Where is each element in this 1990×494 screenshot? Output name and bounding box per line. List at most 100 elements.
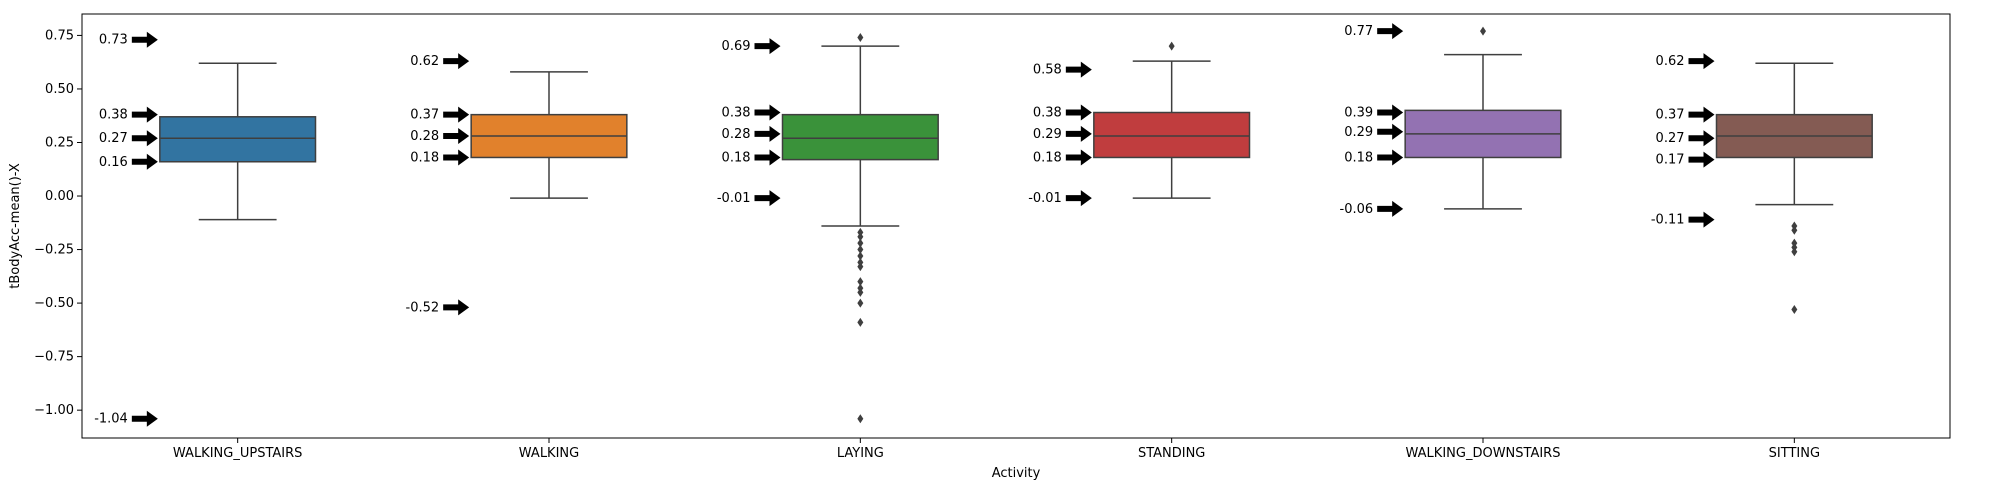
y-axis: 0.75 0.50 0.25 0.00 −0.25 −0.50 −0.75 −1.00 (34, 28, 82, 418)
annotation: 0.18 (1344, 149, 1404, 166)
y-tick-label: −0.25 (34, 243, 74, 258)
annotation-arrow (1065, 104, 1092, 121)
y-tick-label: 0.25 (45, 135, 74, 150)
annotation: 0.73 (99, 31, 158, 48)
outlier-point (857, 298, 864, 308)
annotation-arrow (1065, 190, 1092, 207)
outlier-point (857, 287, 864, 297)
annotation: 0.37 (1656, 106, 1715, 123)
annotation: 0.16 (99, 153, 158, 170)
annotation-label: 0.38 (722, 106, 751, 121)
box-group-standing: 0.58 0.38 0.29 0.18 -0.01 (1028, 41, 1251, 207)
annotation: 0.58 (1033, 61, 1092, 78)
outlier-point (857, 251, 864, 261)
annotation-arrow (1377, 123, 1404, 140)
outlier-point (1791, 305, 1798, 315)
annotation-label: -0.01 (1028, 191, 1062, 206)
annotation-label: 0.28 (410, 129, 439, 144)
annotation: 0.38 (1033, 104, 1092, 121)
annotation-arrow (443, 299, 470, 316)
annotation-arrow (1377, 200, 1404, 217)
annotation-label: 0.39 (1344, 106, 1373, 121)
annotation-label: 0.18 (722, 150, 751, 165)
annotation-arrow (1688, 53, 1715, 70)
annotation: 0.62 (1656, 53, 1715, 70)
annotation-label: 0.27 (99, 131, 128, 146)
y-tick-label: −0.75 (34, 350, 74, 365)
annotation: 0.38 (99, 106, 158, 123)
annotation: 0.17 (1656, 151, 1715, 168)
annotation-label: -0.06 (1340, 202, 1374, 217)
annotation-arrow (1065, 61, 1092, 78)
annotation-label: 0.37 (410, 108, 439, 123)
annotation: 0.62 (410, 53, 470, 70)
y-tick-label: 0.75 (45, 28, 74, 43)
annotation-label: 0.58 (1033, 63, 1062, 78)
x-tick-label: WALKING_UPSTAIRS (173, 446, 303, 461)
annotation-arrow (131, 153, 158, 170)
annotation-label: 0.27 (1656, 131, 1685, 146)
y-axis-label: tBodyAcc-mean()-X (8, 163, 23, 289)
annotation-arrow (754, 125, 781, 142)
outlier-point (1168, 41, 1175, 51)
annotation-label: 0.17 (1656, 153, 1685, 168)
annotation-label: 0.73 (99, 33, 128, 48)
annotation: 0.18 (722, 149, 781, 166)
annotation-arrow (754, 149, 781, 166)
annotation-label: 0.62 (410, 54, 439, 69)
annotation-arrow (1065, 125, 1092, 142)
annotation-arrow (131, 106, 158, 123)
outlier-point (857, 245, 864, 255)
outlier-point (857, 33, 864, 43)
x-tick-label: LAYING (837, 446, 884, 461)
outlier-point (857, 238, 864, 248)
outlier-point (1791, 247, 1798, 257)
annotation-arrow (131, 31, 158, 48)
annotation-arrow (1065, 149, 1092, 166)
annotation-label: -0.01 (717, 191, 751, 206)
box-iqr (159, 116, 317, 163)
x-tick-label: WALKING_DOWNSTAIRS (1406, 446, 1561, 461)
box-group-walking-upstairs: 0.73 0.38 0.27 0.16 -1.04 (94, 31, 317, 427)
annotation: -0.01 (1028, 190, 1092, 207)
annotation-arrow (443, 128, 470, 145)
annotation-label: -0.52 (406, 300, 440, 315)
plot-area: 0.73 0.38 0.27 0.16 -1.04 0.62 0.37 0.28 0.18 -0.… (94, 23, 1873, 427)
y-tick-label: 0.50 (45, 82, 74, 97)
box-group-sitting: 0.62 0.37 0.27 0.17 -0.11 (1651, 53, 1873, 315)
annotation: -0.06 (1340, 200, 1404, 217)
annotation-arrow (1377, 23, 1404, 40)
outlier-point (857, 277, 864, 287)
annotation: -0.52 (406, 299, 470, 316)
annotation-label: 0.29 (1033, 127, 1062, 142)
annotation-arrow (1688, 106, 1715, 123)
outlier-point (857, 317, 864, 327)
x-axis-label: Activity (992, 466, 1041, 481)
annotation-arrow (754, 190, 781, 207)
annotation-label: -0.11 (1651, 213, 1685, 228)
outlier-point (1791, 225, 1798, 235)
annotation-arrow (131, 130, 158, 147)
annotation: -0.01 (717, 190, 781, 207)
annotation: 0.77 (1344, 23, 1404, 40)
box-iqr (1093, 111, 1251, 159)
annotation-arrow (443, 149, 470, 166)
y-tick-label: −1.00 (34, 403, 74, 418)
annotation-arrow (754, 104, 781, 121)
annotation: 0.27 (1656, 130, 1715, 147)
annotation-label: 0.69 (722, 39, 751, 54)
box-iqr (781, 113, 939, 161)
x-tick-label: WALKING (519, 446, 579, 461)
annotation-arrow (1688, 211, 1715, 228)
plot-frame (81, 13, 1951, 439)
annotation-label: 0.18 (410, 150, 439, 165)
annotation-arrow (131, 410, 158, 427)
annotation-label: 0.28 (722, 127, 751, 142)
box-group-laying: 0.69 0.38 0.28 0.18 -0.01 (717, 33, 939, 424)
annotation-arrow (1688, 151, 1715, 168)
annotation: 0.27 (99, 130, 158, 147)
outlier-point (857, 414, 864, 424)
annotation: 0.28 (410, 128, 470, 145)
x-tick-label: SITTING (1769, 446, 1820, 461)
